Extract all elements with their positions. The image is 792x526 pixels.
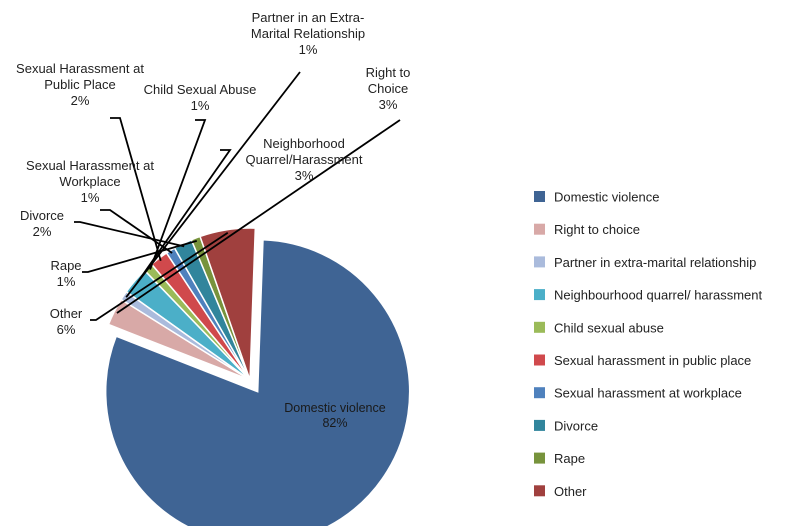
- leader-line-partner-in-extra-marital-relationship: [125, 71, 301, 298]
- slice-labels: Domestic violence 82% Right to Choice 3%Part…: [16, 10, 410, 430]
- legend-label: Other: [554, 484, 587, 499]
- legend-label: Domestic violence: [554, 190, 660, 205]
- leader-line-neighbourhood-quarrel-harassment: [136, 149, 232, 284]
- legend-swatch: [534, 354, 545, 366]
- pie-slice-other: [199, 227, 257, 381]
- slice-label-other: Other 6%: [50, 306, 83, 337]
- slice-label-rape: Rape 1%: [50, 258, 81, 289]
- leader-line-rape: [82, 240, 198, 273]
- leader-line-divorce: [74, 221, 185, 248]
- legend-label: Sexual harassment in public place: [554, 353, 751, 368]
- slice-label-divorce: Divorce 2%: [20, 208, 64, 239]
- pie-slice-domestic-violence: [105, 239, 411, 526]
- legend-label: Sexual harassment at workplace: [554, 386, 742, 401]
- slice-label-sexual-harassment-at-workplace: Sexual Harassment at Workplace 1%: [26, 158, 154, 205]
- legend-swatch: [534, 321, 545, 333]
- leader-line-other: [90, 231, 229, 321]
- legend-swatch: [534, 419, 545, 431]
- leader-lines: [74, 71, 401, 321]
- slice-label-child-sexual-abuse: Child Sexual Abuse 1%: [144, 82, 257, 113]
- slice-label-neighbourhood-quarrel-harassment: Neighborhood Quarrel/Harassment 3%: [245, 136, 362, 183]
- legend-swatch: [534, 289, 545, 301]
- slice-label-partner-in-extra-marital-relationship: Partner in an Extra-Marital Relationship…: [251, 10, 365, 57]
- pie-slices: [105, 227, 411, 526]
- legend-label: Neighbourhood quarrel/ harassment: [554, 288, 763, 303]
- slice-label-domestic-violence: Domestic violence 82%: [284, 401, 385, 430]
- legend-swatch: [534, 191, 545, 202]
- legend-label: Right to choice: [554, 222, 640, 237]
- leader-line-right-to-choice: [116, 119, 401, 314]
- slice-label-right-to-choice: Right to Choice 3%: [366, 65, 411, 112]
- slice-label-sexual-harassment-in-public-place: Sexual Harassment at Public Place 2%: [16, 61, 144, 108]
- legend-label: Partner in extra-marital relationship: [554, 255, 756, 270]
- legend-swatch: [534, 387, 545, 399]
- legend-label: Child sexual abuse: [554, 320, 664, 335]
- legend-swatch: [534, 256, 545, 268]
- legend-label: Rape: [554, 451, 585, 466]
- legend: Domestic violence Right to choice Partner …: [534, 190, 763, 499]
- leader-line-sexual-harassment-in-public-place: [110, 117, 162, 262]
- leader-line-sexual-harassment-at-workplace: [100, 209, 173, 254]
- legend-label: Divorce: [554, 418, 598, 433]
- legend-swatch: [534, 485, 545, 497]
- leader-line-child-sexual-abuse: [149, 119, 207, 270]
- legend-swatch: [534, 452, 545, 464]
- legend-swatch: [534, 223, 545, 235]
